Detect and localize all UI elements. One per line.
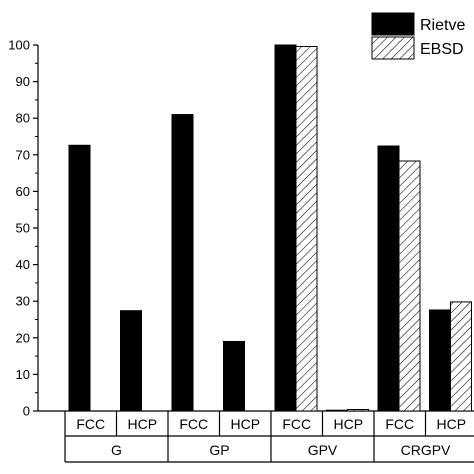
phase-label: FCC bbox=[282, 416, 311, 432]
bar-rietve-gp-fcc bbox=[171, 114, 194, 412]
legend-swatch-rietve bbox=[371, 12, 415, 36]
bar-ebsd-crgpv-fcc bbox=[398, 160, 421, 412]
y-tick-label: 100 bbox=[8, 38, 30, 53]
y-tick-label: 60 bbox=[16, 184, 30, 199]
y-tick-label: 50 bbox=[16, 221, 30, 236]
y-tick-label: 10 bbox=[16, 367, 30, 382]
y-tick-label: 70 bbox=[16, 147, 30, 162]
group-label: GP bbox=[209, 442, 229, 458]
bar-rietve-g-hcp bbox=[120, 310, 142, 412]
bar-rietve-crgpv-fcc bbox=[377, 145, 400, 412]
group-label: GPV bbox=[308, 442, 338, 458]
y-tick-label: 20 bbox=[16, 330, 30, 345]
legend-swatch-ebsd bbox=[371, 36, 415, 60]
legend-label-rietve: Rietve bbox=[420, 17, 465, 34]
phase-label: HCP bbox=[230, 416, 260, 432]
bar-ebsd-crgpv-hcp bbox=[450, 301, 472, 412]
y-tick-label: 80 bbox=[16, 111, 30, 126]
bar-rietve-gpv-hcp bbox=[326, 409, 348, 412]
bar-ebsd-gpv-hcp bbox=[347, 409, 369, 412]
bar-rietve-gpv-fcc bbox=[274, 44, 297, 412]
phase-label: HCP bbox=[333, 416, 363, 432]
y-tick-label: 90 bbox=[16, 74, 30, 89]
phase-label: FCC bbox=[179, 416, 208, 432]
bar-rietve-g-fcc bbox=[68, 144, 91, 412]
bar-rietve-gp-hcp bbox=[223, 340, 245, 412]
legend: Rietve EBSD bbox=[371, 12, 465, 60]
y-tick-label: 40 bbox=[16, 257, 30, 272]
y-tick-label: 0 bbox=[23, 404, 30, 419]
y-tick-label: 30 bbox=[16, 294, 30, 309]
phase-label: HCP bbox=[436, 416, 466, 432]
bar-rietve-crgpv-hcp bbox=[429, 309, 451, 412]
phase-label: HCP bbox=[127, 416, 157, 432]
group-label: CRGPV bbox=[401, 442, 451, 458]
bars bbox=[68, 44, 472, 412]
category-axis: FCC HCP FCC HCP FCC HCP FCC HCP G GP GPV CRGPV bbox=[64, 411, 474, 463]
phase-label: FCC bbox=[76, 416, 105, 432]
phase-label: FCC bbox=[385, 416, 414, 432]
group-label: G bbox=[111, 442, 122, 458]
bar-ebsd-gpv-fcc bbox=[295, 45, 318, 412]
axes: 0 10 20 30 40 50 60 70 80 90 100 bbox=[8, 38, 474, 419]
legend-label-ebsd: EBSD bbox=[420, 41, 464, 58]
